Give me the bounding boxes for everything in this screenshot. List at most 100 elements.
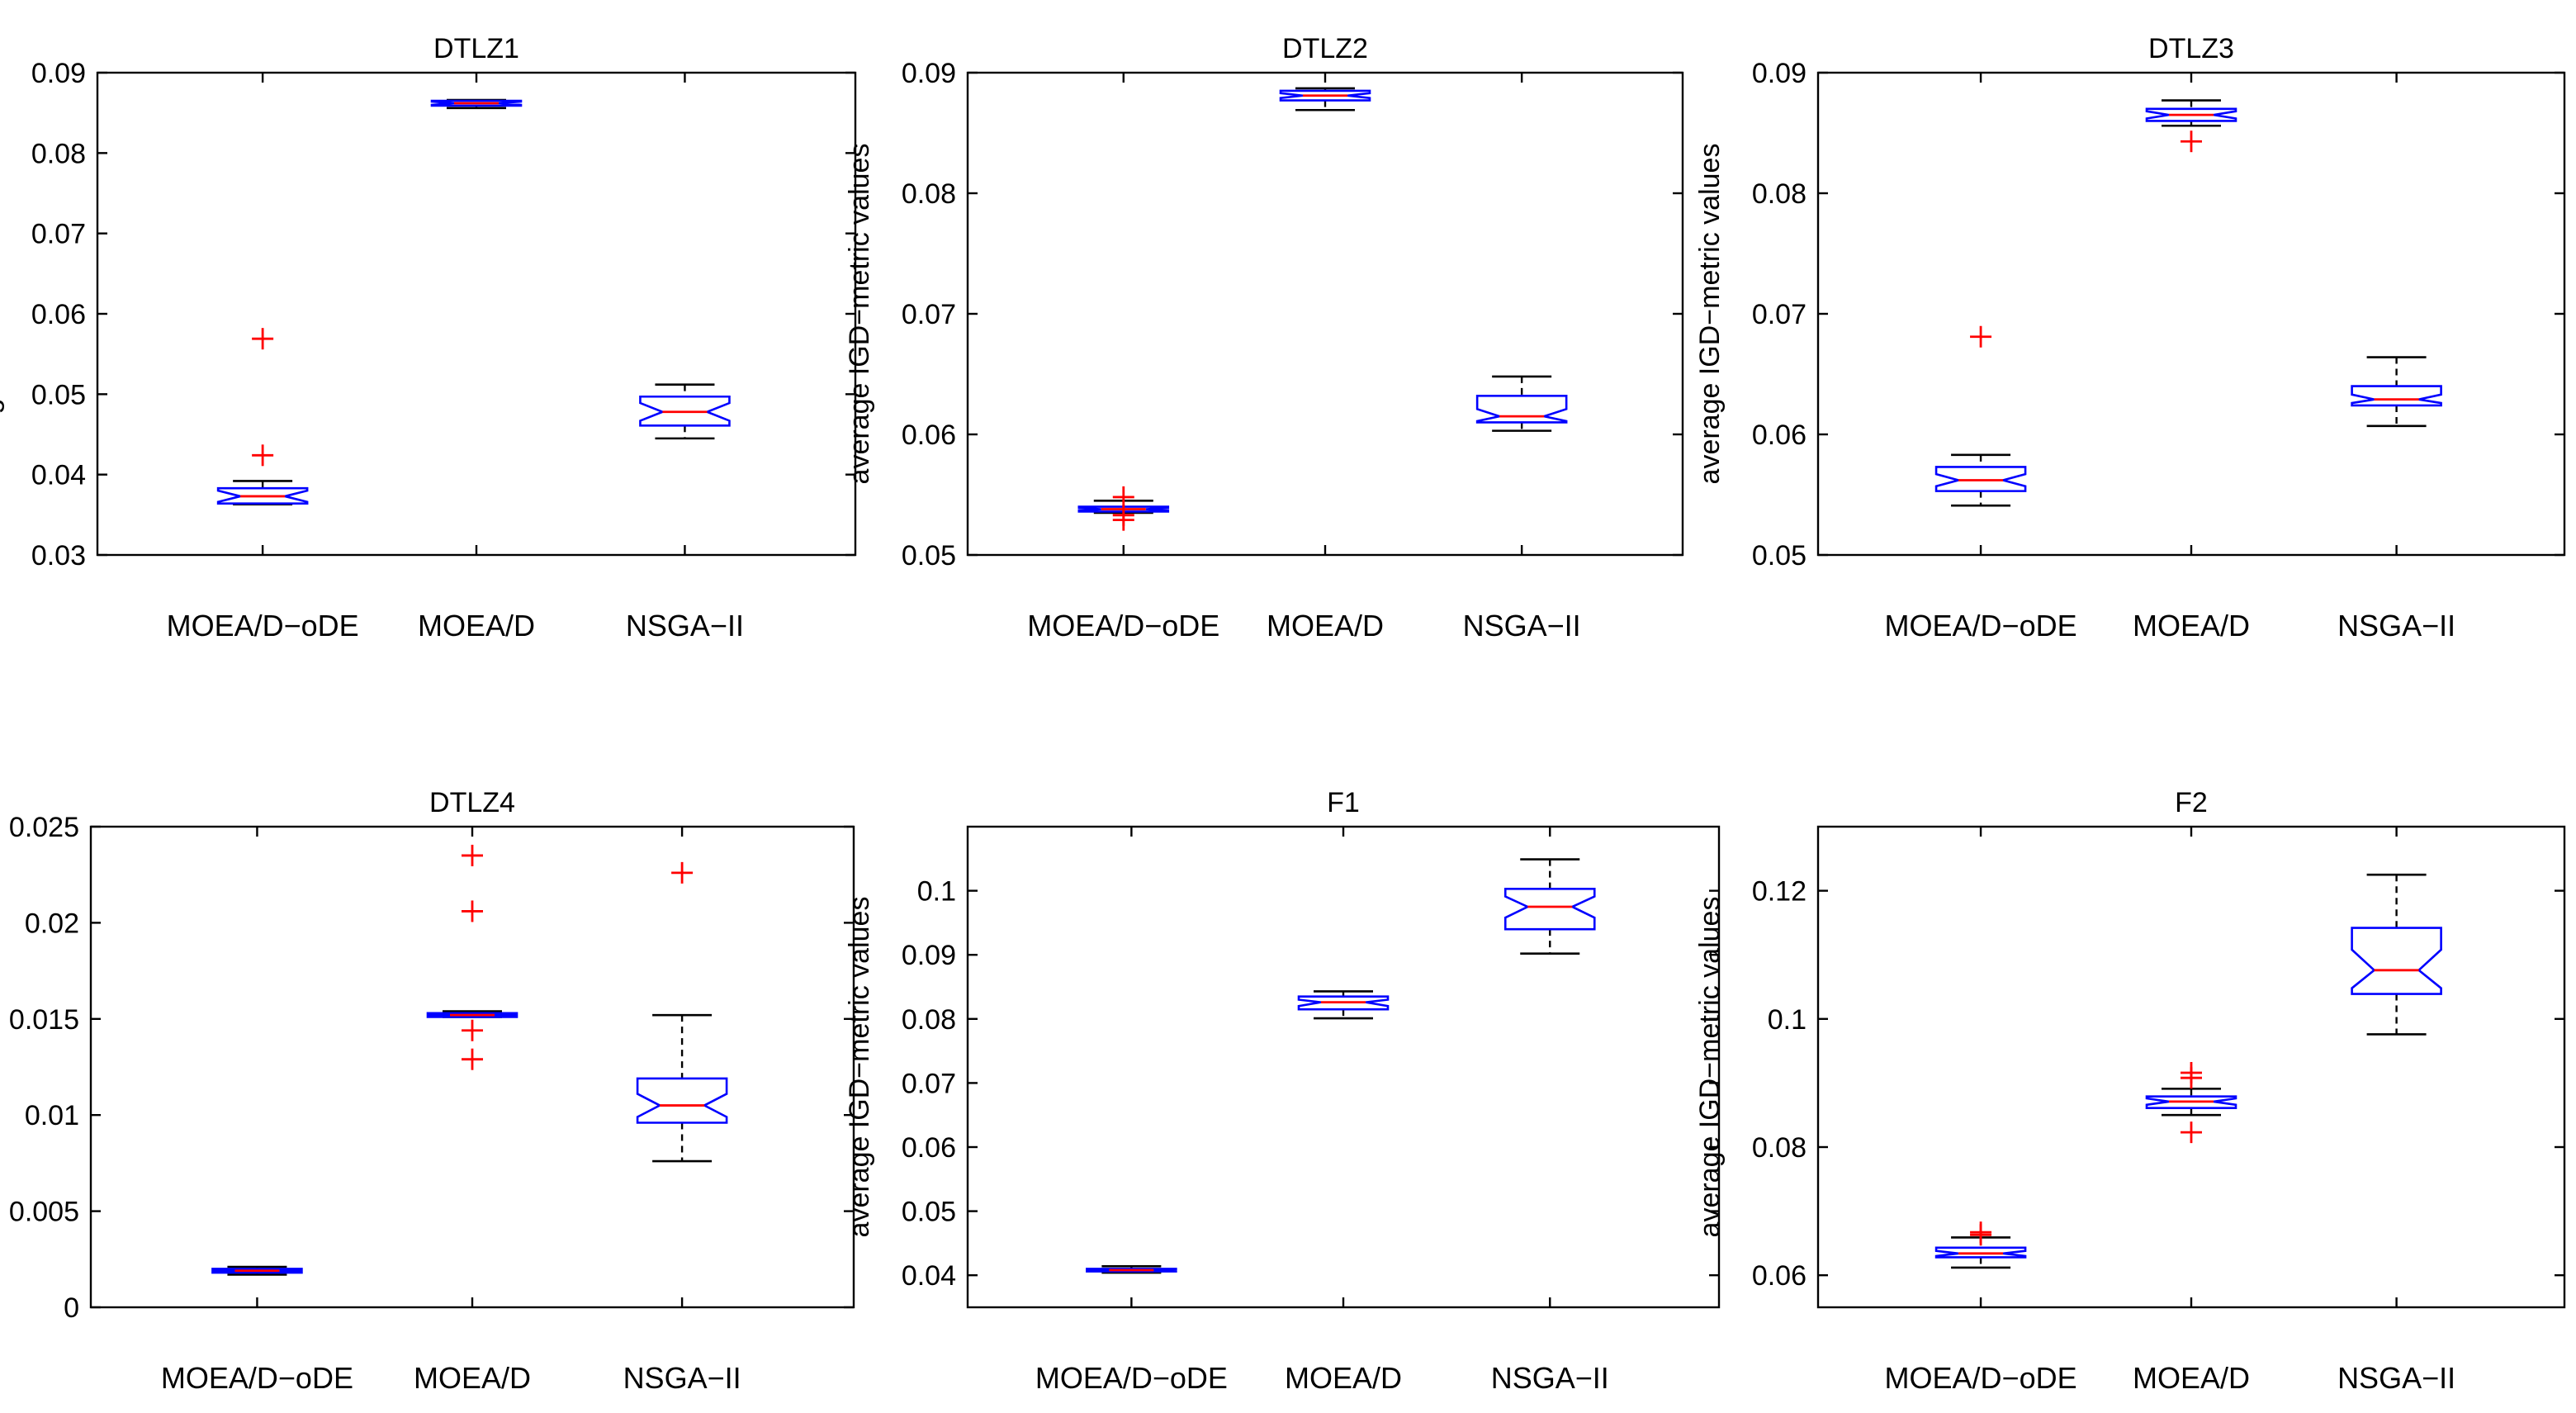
y-tick-label: 0.07 — [1752, 299, 1807, 330]
y-tick-label: 0.09 — [1752, 58, 1807, 89]
notched-box — [1279, 89, 1371, 102]
panel-dtlz1: DTLZ1 average IGD−metric values 0.03 0.04 0.… — [0, 33, 857, 642]
y-tick-label: 0.08 — [1752, 1132, 1807, 1164]
y-tick-label: 0.03 — [31, 540, 86, 571]
y-tick-label: 0.12 — [1752, 876, 1807, 908]
axes-frame — [966, 825, 1721, 1309]
notched-box — [430, 99, 523, 107]
panel-dtlz3: DTLZ3 average IGD−metric values 0.05 0.06 0.… — [1694, 33, 2566, 642]
panel-title: DTLZ1 — [433, 33, 519, 64]
panel-title: DTLZ3 — [2148, 33, 2234, 64]
y-tick-label: 0.06 — [1752, 420, 1807, 451]
x-category-label: MOEA/D−oDE — [1035, 1361, 1228, 1395]
y-tick-label: 0.05 — [1752, 540, 1807, 571]
y-tick-label: 0.05 — [902, 540, 956, 571]
y-tick-label: 0.06 — [902, 420, 956, 451]
y-axis-label: average IGD−metric values — [844, 144, 875, 485]
y-tick-label: 0 — [64, 1292, 79, 1324]
y-tick-label: 0.1 — [917, 876, 956, 908]
x-category-label: MOEA/D — [414, 1361, 531, 1395]
x-category-label: MOEA/D — [2133, 1361, 2250, 1395]
notched-box — [1297, 995, 1390, 1011]
y-tick-label: 0.005 — [9, 1197, 79, 1228]
x-category-label: NSGA−II — [2337, 609, 2455, 642]
y-tick-label: 0.08 — [902, 1004, 956, 1036]
box-0 — [1934, 1221, 2027, 1269]
y-axis-label: average IGD−metric values — [1694, 897, 1726, 1238]
notched-box — [636, 1077, 728, 1124]
y-axis-label: average IGD−metric values — [0, 144, 5, 485]
x-category-label: NSGA−II — [626, 609, 744, 642]
x-category-label: NSGA−II — [2337, 1361, 2455, 1395]
outlier-marker — [462, 844, 483, 866]
outlier-marker — [2181, 1067, 2202, 1089]
y-tick-label: 0.05 — [902, 1197, 956, 1228]
box-2 — [636, 861, 728, 1163]
x-category-label: MOEA/D−oDE — [161, 1361, 353, 1395]
y-axis-label: average IGD−metric values — [844, 897, 875, 1238]
box-1 — [2145, 99, 2237, 153]
outlier-marker — [462, 900, 483, 922]
box-1 — [1279, 87, 1371, 111]
axes-frame — [96, 71, 857, 557]
notched-box — [1934, 1246, 2027, 1259]
outlier-marker — [252, 328, 274, 350]
y-tick-label: 0.09 — [902, 58, 956, 89]
y-tick-label: 0.04 — [902, 1260, 956, 1292]
panel-title: F2 — [2175, 787, 2208, 818]
box-1 — [430, 98, 523, 110]
outlier-marker — [671, 861, 694, 884]
notched-box — [1086, 1268, 1177, 1273]
notched-box — [1475, 394, 1568, 424]
y-tick-label: 0.07 — [902, 299, 956, 330]
y-tick-label: 0.07 — [31, 219, 86, 250]
box-0 — [211, 1265, 303, 1276]
y-tick-label: 0.04 — [31, 460, 86, 491]
x-category-label: NSGA−II — [623, 1361, 741, 1395]
box-2 — [2351, 873, 2442, 1036]
axes-frame — [966, 71, 1684, 557]
box-2 — [639, 383, 731, 440]
x-category-label: MOEA/D — [1285, 1361, 1402, 1395]
x-category-label: MOEA/D — [418, 609, 535, 642]
notched-box — [2351, 385, 2442, 407]
outlier-marker — [1970, 325, 1992, 348]
notched-box — [1503, 887, 1596, 931]
box-0 — [1077, 486, 1170, 531]
notched-box — [639, 395, 731, 427]
outlier-marker — [462, 1019, 483, 1041]
notched-box — [211, 1268, 303, 1274]
x-category-label: MOEA/D−oDE — [1027, 609, 1219, 642]
outlier-marker — [252, 444, 274, 467]
panel-title: DTLZ2 — [1282, 33, 1368, 64]
y-tick-label: 0.08 — [902, 178, 956, 210]
box-0 — [1934, 325, 2027, 507]
outlier-marker — [1112, 504, 1134, 526]
y-tick-label: 0.05 — [31, 379, 86, 410]
outlier-marker — [1112, 486, 1134, 508]
y-axis-label: average IGD−metric values — [1694, 144, 1726, 485]
y-tick-label: 0.07 — [902, 1068, 956, 1099]
panel-f2: F2 average IGD−metric values 0.06 0.08 0.1 0.… — [1694, 787, 2566, 1395]
panel-f1: F1 average IGD−metric values 0.04 0.05 0.06 0… — [844, 787, 1721, 1395]
y-tick-label: 0.06 — [1752, 1260, 1807, 1292]
y-tick-label: 0.1 — [1768, 1004, 1807, 1036]
panel-dtlz4: DTLZ4average IGD−metric values00.0050.01… — [9, 787, 855, 1395]
y-tick-label: 0.06 — [31, 299, 86, 330]
box-0 — [216, 328, 309, 505]
y-tick-label: 0.09 — [902, 940, 956, 971]
y-tick-label: 0.02 — [25, 908, 79, 939]
notched-box — [2145, 1095, 2237, 1109]
notched-box — [426, 1012, 519, 1018]
x-category-label: MOEA/D−oDE — [1885, 1361, 2077, 1395]
box-1 — [2145, 1061, 2237, 1144]
outlier-marker — [2181, 1121, 2202, 1144]
box-0 — [1086, 1265, 1177, 1274]
notched-box — [1077, 505, 1170, 513]
x-category-label: MOEA/D — [2133, 609, 2250, 642]
notched-box — [216, 486, 309, 505]
panel-title: DTLZ4 — [429, 787, 515, 818]
outlier-marker — [1970, 1224, 1992, 1246]
y-tick-label: 0.09 — [31, 58, 86, 89]
